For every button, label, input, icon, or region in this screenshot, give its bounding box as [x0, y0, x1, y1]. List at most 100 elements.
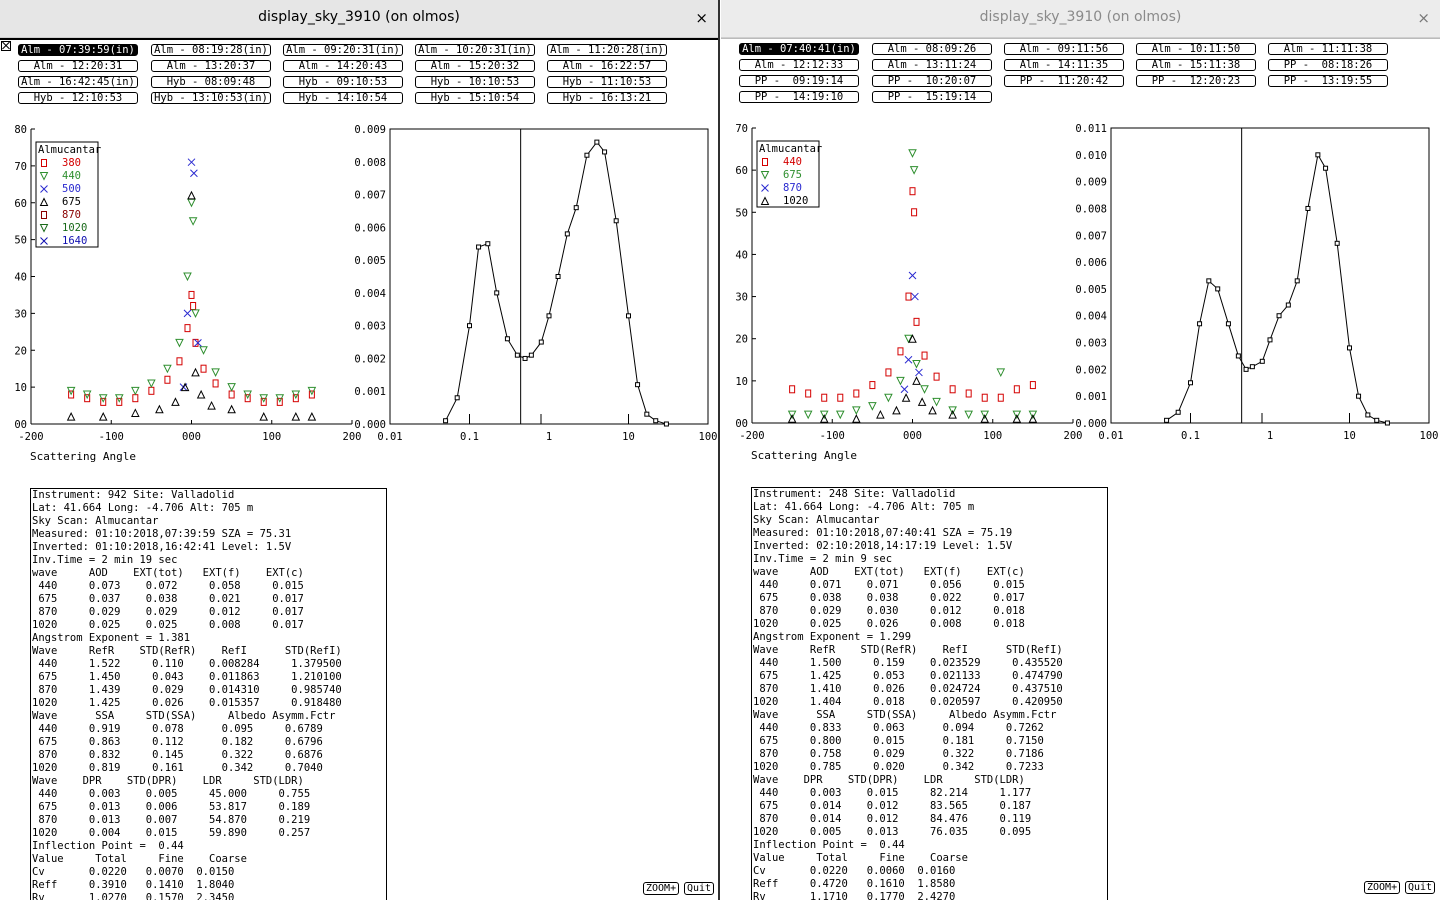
data-point	[188, 290, 195, 299]
close-icon[interactable]: ×	[1417, 9, 1430, 27]
size-point	[1267, 337, 1273, 343]
data-point	[896, 376, 905, 386]
scan-button[interactable]: Alm - 16:42:45(in)	[18, 76, 138, 88]
scan-button[interactable]: PP - 12:20:23	[1136, 75, 1256, 87]
size-point	[1235, 353, 1241, 359]
data-point	[164, 375, 171, 384]
data-point	[885, 368, 892, 377]
data-point	[259, 412, 269, 421]
y-tick-label: 70	[14, 161, 27, 173]
data-point	[82, 390, 92, 400]
zoom-button[interactable]: ZOOM+	[1364, 881, 1401, 894]
scan-button[interactable]: PP - 08:18:26	[1268, 59, 1388, 71]
data-point	[980, 414, 990, 423]
right-window: display_sky_3910 (on olmos) × Alm - 07:4…	[721, 0, 1440, 900]
scan-button[interactable]: PP - 11:20:42	[1004, 75, 1124, 87]
scan-button[interactable]: Alm - 14:20:43	[283, 60, 403, 72]
scan-button[interactable]: Alm - 11:20:28(in)	[547, 44, 667, 56]
scan-button[interactable]: PP - 13:19:55	[1268, 75, 1388, 87]
scan-button[interactable]: PP - 09:19:14	[739, 75, 859, 87]
data-point	[928, 405, 937, 415]
size-point	[613, 218, 619, 224]
zoom-button[interactable]: ZOOM+	[643, 882, 680, 895]
data-point	[996, 368, 1006, 378]
scan-button[interactable]: Hyb - 08:09:48	[151, 76, 271, 88]
close-icon[interactable]: ×	[695, 9, 708, 27]
x-tick-label: 000	[903, 430, 922, 442]
scan-button[interactable]: Alm - 07:40:41(in)	[739, 43, 859, 55]
size-point	[584, 152, 590, 158]
scan-button[interactable]: Hyb - 16:13:21	[547, 92, 667, 104]
data-point	[227, 404, 236, 414]
scan-button[interactable]: PP - 10:20:07	[872, 75, 992, 87]
left-titlebar[interactable]: display_sky_3910 (on olmos) ×	[0, 0, 718, 38]
scan-button[interactable]: Alm - 15:11:38	[1136, 59, 1256, 71]
size-point	[546, 313, 552, 319]
scan-button[interactable]: Hyb - 14:10:54	[283, 92, 403, 104]
data-point	[805, 389, 812, 398]
data-point	[114, 394, 124, 403]
y-tick-label: 0.005	[354, 255, 386, 267]
right-titlebar[interactable]: display_sky_3910 (on olmos) ×	[721, 0, 1440, 38]
data-point	[291, 390, 301, 400]
size-point	[653, 418, 659, 424]
size-point	[1249, 364, 1255, 370]
legend-symbol	[760, 196, 770, 205]
legend-label: 1640	[62, 235, 87, 247]
scan-button[interactable]: Alm - 12:20:31	[18, 60, 138, 72]
x-tick-label: -200	[739, 430, 764, 442]
scan-button[interactable]: Alm - 08:19:28(in)	[151, 44, 271, 56]
data-point	[980, 410, 990, 420]
scan-button[interactable]: Alm - 10:20:31(in)	[415, 44, 535, 56]
scan-button[interactable]: Hyb - 12:10:53	[18, 92, 138, 104]
data-point	[920, 385, 929, 394]
data-point	[244, 394, 251, 403]
size-point	[485, 241, 491, 247]
data-point	[981, 393, 988, 402]
scan-button[interactable]: Alm - 13:11:24	[872, 59, 992, 71]
scan-button[interactable]: Alm - 10:11:50	[1136, 43, 1256, 55]
size-point	[443, 418, 449, 424]
data-point	[260, 397, 267, 406]
scan-button[interactable]: Alm - 09:20:31(in)	[283, 44, 403, 56]
legend-label: 675	[783, 169, 802, 181]
scan-button[interactable]: Hyb - 15:10:54	[415, 92, 535, 104]
data-point	[789, 385, 796, 394]
scan-button[interactable]: Alm - 15:20:32	[415, 60, 535, 72]
size-point	[564, 231, 570, 237]
data-point	[909, 166, 919, 175]
size-point	[1384, 420, 1390, 426]
size-point	[1285, 302, 1291, 308]
size-point	[635, 382, 641, 388]
scan-button[interactable]: Alm - 16:22:57	[547, 60, 667, 72]
scan-button[interactable]: PP - 15:19:14	[872, 91, 992, 103]
scan-button[interactable]: Alm - 11:11:38	[1268, 43, 1388, 55]
y-tick-label: 0.003	[354, 321, 386, 333]
y-tick-label: 70	[735, 123, 748, 135]
scan-button[interactable]: Hyb - 10:10:53	[415, 76, 535, 88]
quit-button[interactable]: Quit	[684, 882, 715, 895]
scan-button[interactable]: Alm - 07:39:59(in)	[18, 44, 138, 56]
y-tick-label: 0.003	[1075, 338, 1107, 350]
scan-button[interactable]: Hyb - 11:10:53	[547, 76, 667, 88]
panel-toggle-icon[interactable]	[1, 41, 11, 51]
data-point	[908, 149, 917, 158]
size-point	[663, 421, 669, 427]
scan-button[interactable]: Alm - 08:09:26	[872, 43, 992, 55]
x-tick-label: 0.01	[377, 431, 402, 443]
size-point	[1323, 165, 1329, 171]
size-plot-frame	[389, 128, 709, 425]
scan-button[interactable]: Hyb - 09:10:53	[283, 76, 403, 88]
scan-button[interactable]: Alm - 14:11:35	[1004, 59, 1124, 71]
data-point	[84, 394, 91, 403]
data-point	[892, 405, 901, 415]
quit-button[interactable]: Quit	[1405, 881, 1436, 894]
scan-button[interactable]: Alm - 12:12:33	[739, 59, 859, 71]
scan-button[interactable]: Hyb - 13:10:53(in)	[151, 92, 271, 104]
scan-button[interactable]: Alm - 13:20:37	[151, 60, 271, 72]
data-point	[308, 390, 315, 399]
data-point	[190, 302, 197, 310]
scan-button[interactable]: PP - 14:19:10	[739, 91, 859, 103]
scan-button[interactable]: Alm - 09:11:56	[1004, 43, 1124, 55]
data-point	[100, 397, 107, 406]
